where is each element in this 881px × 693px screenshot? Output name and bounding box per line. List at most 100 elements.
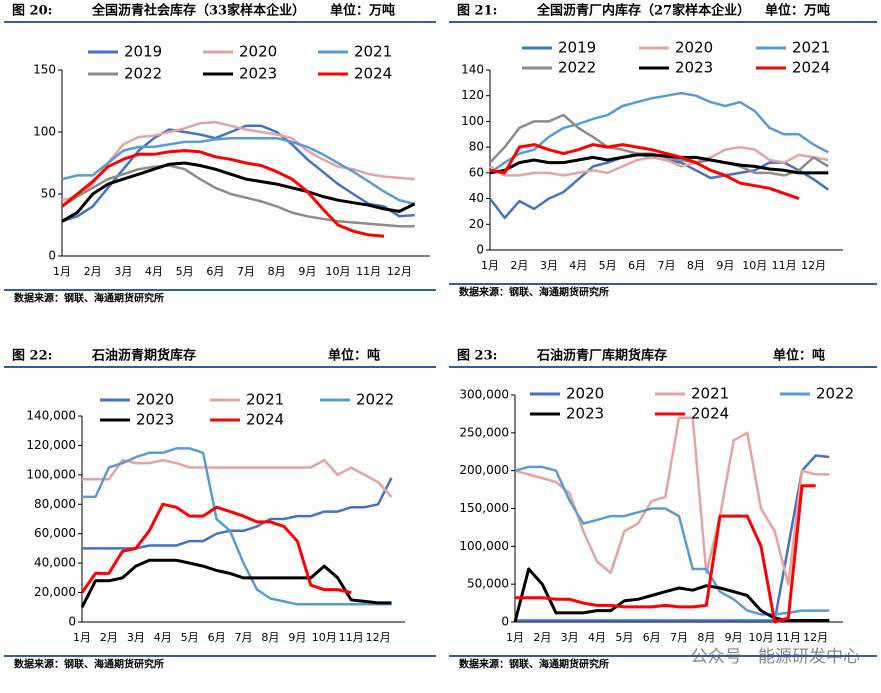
y-tick-label: 60,000	[34, 526, 76, 540]
series-line	[515, 454, 830, 622]
y-tick-label: 50	[41, 187, 56, 201]
series-line	[80, 558, 392, 608]
source: 数据来源：钢联、海通期货研究所	[14, 292, 164, 305]
series-line	[61, 149, 385, 238]
y-tick-label: 0	[68, 615, 76, 629]
x-tick-label: 11月	[356, 265, 381, 278]
x-tick-label: 1月	[481, 259, 499, 272]
y-tick-label: 250,000	[459, 425, 509, 439]
y-tick-label: 0	[48, 249, 56, 263]
x-tick-label: 11月	[339, 631, 364, 644]
y-tick-label: 40,000	[34, 556, 76, 570]
legend-label: 2021	[792, 39, 830, 57]
x-tick-label: 1月	[53, 265, 71, 278]
x-tick-label: 3月	[561, 631, 579, 644]
legend-label: 2023	[675, 59, 713, 77]
unit-label: 单位：吨	[328, 348, 380, 364]
series-line	[489, 91, 829, 174]
x-tick-label: 7月	[235, 631, 253, 644]
y-tick-label: 80,000	[34, 497, 76, 511]
x-tick-label: 10月	[749, 631, 774, 644]
legend-label: 2020	[566, 385, 604, 403]
legend-label: 2021	[246, 391, 284, 409]
series-line	[61, 161, 416, 223]
y-tick-label: 100	[461, 114, 484, 128]
unit-label: 单位：万吨	[330, 3, 395, 19]
x-tick-label: 4月	[154, 631, 172, 644]
x-tick-label: 7月	[237, 265, 255, 278]
chart-title: 石油沥青厂库期货库存	[536, 348, 667, 364]
legend-label: 2020	[675, 39, 713, 57]
series-line	[514, 416, 830, 586]
chart-title: 全国沥青厂内库存（27家样本企业）	[536, 3, 750, 19]
series-line	[82, 458, 393, 498]
x-tick-label: 9月	[298, 265, 316, 278]
legend-label: 2024	[691, 405, 729, 423]
x-tick-label: 6月	[628, 259, 646, 272]
y-tick-label: 20,000	[34, 585, 76, 599]
x-tick-label: 12月	[366, 631, 391, 644]
y-tick-label: 300,000	[459, 388, 509, 402]
series-line	[489, 143, 800, 201]
x-tick-label: 12月	[801, 259, 826, 272]
x-tick-label: 2月	[84, 265, 102, 278]
source: 数据来源：钢联、海通期货研究所	[459, 658, 609, 671]
x-tick-label: 7月	[658, 259, 676, 272]
x-tick-label: 2月	[100, 631, 118, 644]
legend-label: 2021	[354, 43, 392, 61]
x-tick-label: 4月	[569, 259, 587, 272]
x-tick-label: 8月	[268, 265, 286, 278]
series-line	[80, 502, 352, 595]
figure-label: 图 22:	[12, 349, 52, 364]
series-line	[61, 124, 415, 223]
figure-label: 图 21:	[457, 4, 497, 19]
unit-label: 单位：吨	[773, 348, 825, 364]
x-tick-label: 10月	[312, 631, 337, 644]
x-tick-label: 6月	[206, 265, 224, 278]
legend-label: 2021	[691, 385, 729, 403]
legend-label: 2019	[558, 39, 596, 57]
x-tick-label: 9月	[716, 259, 734, 272]
y-tick-label: 200,000	[459, 463, 509, 477]
figure-label: 图 20:	[12, 4, 52, 19]
series-line	[515, 484, 816, 624]
x-tick-label: 4月	[588, 631, 606, 644]
legend-label: 2022	[124, 65, 162, 83]
x-tick-label: 9月	[288, 631, 306, 644]
legend-label: 2020	[239, 43, 277, 61]
y-tick-label: 150,000	[459, 501, 509, 515]
series-line	[513, 567, 830, 623]
x-tick-label: 10月	[742, 259, 767, 272]
y-tick-label: 140	[461, 63, 484, 77]
y-tick-label: 0	[501, 615, 509, 629]
legend-label: 2024	[246, 411, 284, 429]
y-tick-label: 100,000	[459, 539, 509, 553]
series-line	[61, 164, 415, 228]
x-tick-label: 12月	[387, 265, 412, 278]
x-tick-label: 9月	[725, 631, 743, 644]
y-tick-label: 120	[461, 88, 484, 102]
series-line	[61, 120, 415, 202]
y-tick-label: 100,000	[26, 467, 76, 481]
x-tick-label: 4月	[145, 265, 163, 278]
x-tick-label: 7月	[670, 631, 688, 644]
legend-label: 2024	[792, 59, 830, 77]
series-line	[489, 152, 830, 220]
legend-label: 2020	[136, 391, 174, 409]
legend-label: 2023	[566, 405, 604, 423]
legend-label: 2024	[354, 65, 392, 83]
x-tick-label: 10月	[326, 265, 351, 278]
legend-label: 2023	[239, 65, 277, 83]
x-tick-label: 6月	[208, 631, 226, 644]
x-tick-label: 6月	[643, 631, 661, 644]
series-line	[489, 145, 829, 177]
unit-label: 单位：万吨	[765, 3, 830, 19]
chart-title: 全国沥青社会库存（33家样本企业）	[91, 3, 305, 19]
x-tick-label: 8月	[697, 631, 715, 644]
x-tick-label: 8月	[687, 259, 705, 272]
source: 数据来源：钢联、海通期货研究所	[14, 658, 164, 671]
x-tick-label: 11月	[772, 259, 797, 272]
x-tick-label: 3月	[540, 259, 558, 272]
x-tick-label: 12月	[803, 631, 828, 644]
